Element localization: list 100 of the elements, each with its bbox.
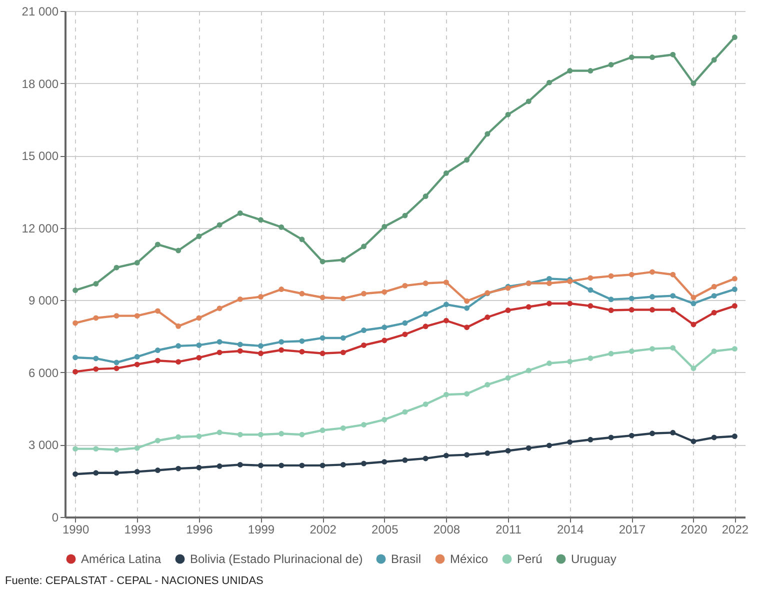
point: [216, 463, 222, 469]
point: [711, 284, 717, 290]
point: [216, 339, 222, 345]
point: [505, 448, 511, 454]
point: [690, 80, 696, 86]
point: [464, 452, 470, 458]
point: [154, 348, 160, 353]
legend-label: América Latina: [81, 552, 162, 566]
point: [176, 323, 182, 329]
legend-label: Perú: [517, 552, 542, 566]
point: [278, 430, 284, 436]
point: [443, 452, 449, 458]
point: [588, 355, 594, 361]
point: [320, 294, 326, 300]
point: [650, 430, 656, 436]
point: [650, 54, 656, 60]
point: [216, 350, 222, 356]
point: [361, 422, 367, 428]
x-tick-label: 2014: [556, 522, 584, 536]
point: [176, 248, 182, 254]
point: [134, 260, 140, 266]
point: [650, 269, 656, 275]
point: [154, 358, 160, 364]
point: [299, 462, 305, 468]
point: [567, 358, 573, 364]
point: [588, 436, 594, 442]
point: [258, 217, 264, 223]
x-tick-label: 2017: [618, 522, 646, 536]
point: [216, 430, 222, 436]
point: [546, 280, 552, 286]
point: [711, 310, 717, 316]
point: [93, 470, 99, 476]
point: [546, 276, 552, 282]
point: [299, 338, 305, 344]
point: [340, 425, 346, 431]
point: [237, 462, 243, 468]
y-tick-label: 0: [52, 510, 59, 524]
point: [464, 157, 470, 163]
source-note: Fuente: CEPALSTAT - CEPAL - NACIONES UNIDAS: [5, 575, 264, 587]
point: [402, 409, 408, 415]
y-tick-label: 12 000: [22, 221, 59, 236]
point: [422, 324, 428, 330]
point: [546, 360, 552, 366]
x-tick-label: 2002: [310, 522, 337, 536]
point: [134, 313, 140, 319]
legend-label: Brasil: [391, 552, 422, 566]
point: [484, 314, 490, 320]
point: [237, 210, 243, 216]
point: [258, 294, 264, 300]
point: [93, 356, 99, 362]
point: [670, 430, 676, 436]
y-tick-label: 9 000: [28, 294, 59, 308]
point: [608, 308, 614, 313]
point: [340, 462, 346, 468]
point: [546, 80, 552, 86]
x-tick-label: 2011: [496, 522, 522, 536]
point: [422, 311, 428, 317]
point: [258, 462, 264, 468]
point: [114, 447, 120, 453]
point: [72, 368, 78, 374]
legend-label: México: [450, 552, 488, 566]
point: [72, 320, 78, 326]
y-tick-label: 6 000: [28, 366, 59, 380]
point: [588, 287, 594, 293]
point: [732, 434, 738, 440]
point: [382, 459, 388, 465]
point: [382, 338, 388, 344]
point: [628, 54, 634, 60]
point: [711, 293, 717, 299]
point: [670, 272, 676, 278]
x-tick-label: 1993: [124, 522, 152, 536]
point: [526, 368, 532, 374]
point: [196, 342, 202, 348]
point: [320, 350, 326, 356]
point: [320, 428, 326, 433]
point: [278, 224, 284, 230]
point: [588, 303, 594, 309]
point: [464, 305, 470, 311]
point: [567, 68, 573, 74]
point: [402, 282, 408, 288]
point: [588, 275, 594, 281]
point: [196, 354, 202, 360]
x-tick-label: 2005: [372, 522, 399, 536]
point: [628, 307, 634, 313]
x-tick-label: 2020: [680, 522, 708, 536]
point: [196, 315, 202, 321]
point: [154, 468, 160, 473]
point: [72, 471, 78, 477]
point: [196, 464, 202, 470]
point: [134, 362, 140, 368]
point: [237, 296, 243, 302]
point: [216, 222, 222, 228]
point: [320, 462, 326, 468]
point: [134, 445, 140, 451]
point: [278, 286, 284, 292]
y-tick-label: 15 000: [22, 149, 59, 164]
point: [114, 366, 120, 372]
point: [176, 359, 182, 365]
point: [526, 98, 532, 104]
point: [299, 432, 305, 438]
